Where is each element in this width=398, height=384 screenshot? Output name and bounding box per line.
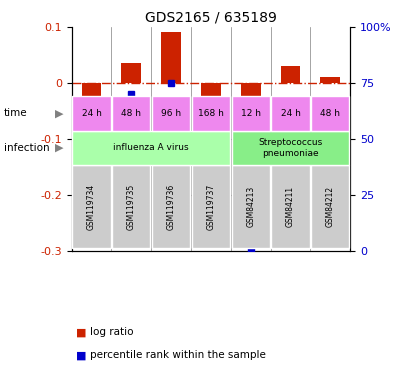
Bar: [121, 63, 141, 83]
Text: GSM84213: GSM84213: [246, 186, 255, 227]
Bar: [82, 83, 101, 175]
Text: 48 h: 48 h: [121, 109, 141, 118]
Text: 48 h: 48 h: [320, 109, 340, 118]
Text: 12 h: 12 h: [241, 109, 261, 118]
Text: GSM119735: GSM119735: [127, 183, 136, 230]
Bar: [281, 66, 300, 83]
Text: influenza A virus: influenza A virus: [113, 143, 189, 152]
Text: ■: ■: [76, 327, 86, 337]
Text: GSM84212: GSM84212: [326, 186, 335, 227]
Text: infection: infection: [4, 143, 50, 153]
Bar: [161, 33, 181, 83]
Text: Streptococcus
pneumoniae: Streptococcus pneumoniae: [258, 138, 323, 157]
Text: ■: ■: [76, 350, 86, 360]
Title: GDS2165 / 635189: GDS2165 / 635189: [145, 10, 277, 24]
Text: log ratio: log ratio: [90, 327, 133, 337]
Bar: [201, 83, 221, 119]
Text: 24 h: 24 h: [281, 109, 300, 118]
Text: ▶: ▶: [55, 108, 64, 118]
Bar: [320, 77, 340, 83]
Text: ▶: ▶: [55, 143, 64, 153]
Text: percentile rank within the sample: percentile rank within the sample: [90, 350, 265, 360]
Text: 24 h: 24 h: [82, 109, 101, 118]
Text: GSM119737: GSM119737: [207, 183, 215, 230]
Text: time: time: [4, 108, 27, 118]
Text: GSM119736: GSM119736: [167, 183, 176, 230]
Bar: [241, 83, 261, 248]
Text: 96 h: 96 h: [161, 109, 181, 118]
Text: GSM119734: GSM119734: [87, 183, 96, 230]
Text: GSM84211: GSM84211: [286, 186, 295, 227]
Text: 168 h: 168 h: [198, 109, 224, 118]
